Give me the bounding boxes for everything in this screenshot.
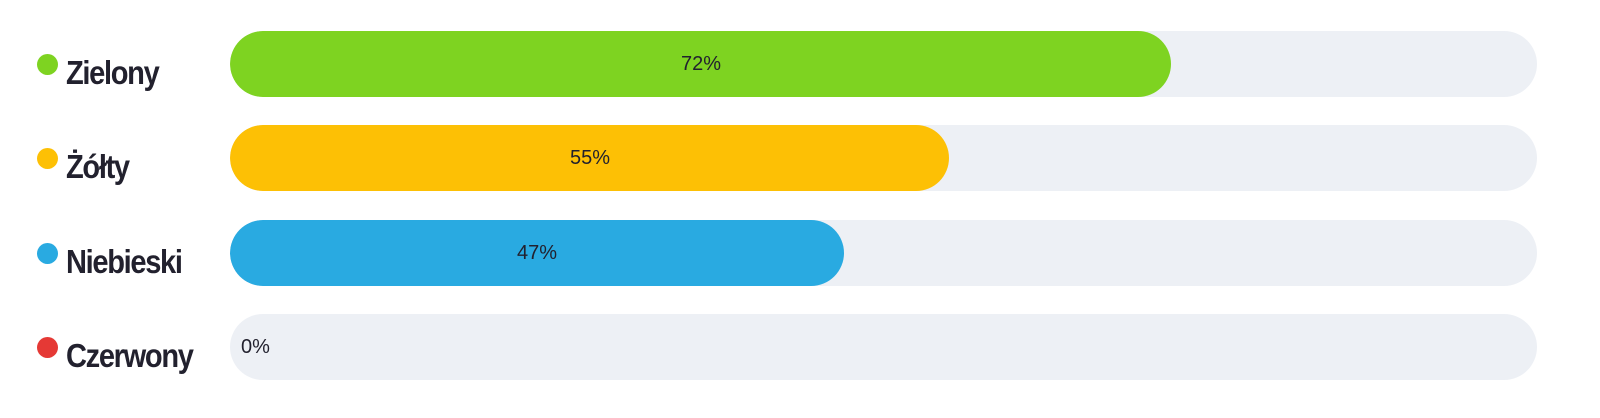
- bar-track: 55%: [230, 125, 1537, 191]
- bar-row: Zielony 72%: [0, 31, 1600, 97]
- category-label: Czerwony: [66, 337, 194, 374]
- bar-fill: [230, 220, 844, 286]
- bar-fill: [230, 31, 1171, 97]
- bar-fill: [230, 125, 949, 191]
- category-label: Żółty: [66, 148, 130, 185]
- value-label: 72%: [680, 53, 722, 75]
- value-label: 55%: [569, 147, 611, 169]
- bar-row: Niebieski 47%: [0, 220, 1600, 286]
- category-label: Niebieski: [66, 243, 183, 280]
- legend-dot: [37, 243, 58, 264]
- legend-dot: [37, 54, 58, 75]
- category-label: Zielony: [66, 54, 160, 91]
- bar-track: 0%: [230, 314, 1537, 380]
- value-label: 0%: [241, 336, 270, 358]
- bar-track: 72%: [230, 31, 1537, 97]
- bar-row: Żółty 55%: [0, 125, 1600, 191]
- legend-dot: [37, 337, 58, 358]
- value-label: 47%: [516, 242, 558, 264]
- bar-row: Czerwony 0%: [0, 314, 1600, 380]
- bar-track: 47%: [230, 220, 1537, 286]
- legend-dot: [37, 148, 58, 169]
